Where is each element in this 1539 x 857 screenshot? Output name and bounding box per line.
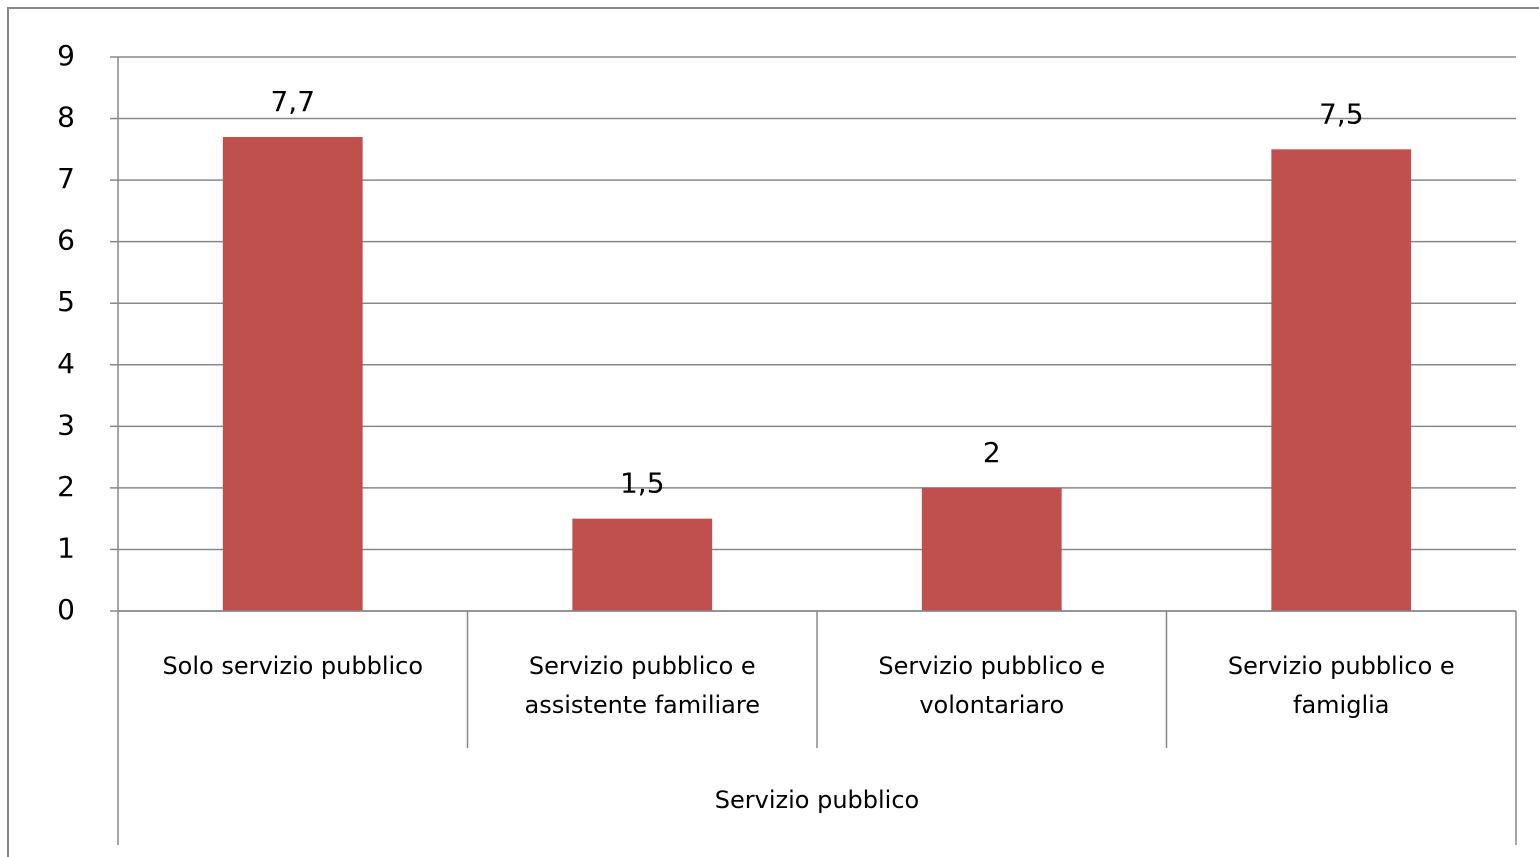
x-tick-label: Servizio pubblico e assistente familiare (524, 652, 760, 719)
value-label: 7,7 (270, 85, 315, 118)
category-group-label: Servizio pubblico (715, 786, 919, 814)
value-label: 1,5 (620, 467, 665, 500)
bar (921, 487, 1062, 611)
y-tick-label: 9 (57, 39, 75, 72)
bar (572, 518, 713, 611)
x-tick-label: Servizio pubblico e famiglia (1227, 652, 1455, 719)
value-label: 7,5 (1319, 97, 1364, 130)
y-tick-label: 6 (57, 224, 75, 257)
y-tick-label: 8 (57, 101, 75, 134)
chart-frame (7, 7, 1539, 857)
x-tick-label: Servizio pubblico e volontariaro (878, 652, 1106, 719)
y-tick-label: 7 (57, 162, 75, 195)
x-tick-label: Solo servizio pubblico (162, 652, 424, 680)
y-tick-label: 5 (57, 285, 75, 318)
value-label: 2 (983, 436, 1001, 469)
y-tick-label: 2 (57, 470, 75, 503)
y-tick-label: 1 (57, 531, 75, 564)
bar (1271, 149, 1412, 612)
y-tick-label: 0 (57, 593, 75, 626)
y-tick-label: 4 (57, 347, 75, 380)
bar (222, 137, 363, 611)
y-tick-label: 3 (57, 408, 75, 441)
